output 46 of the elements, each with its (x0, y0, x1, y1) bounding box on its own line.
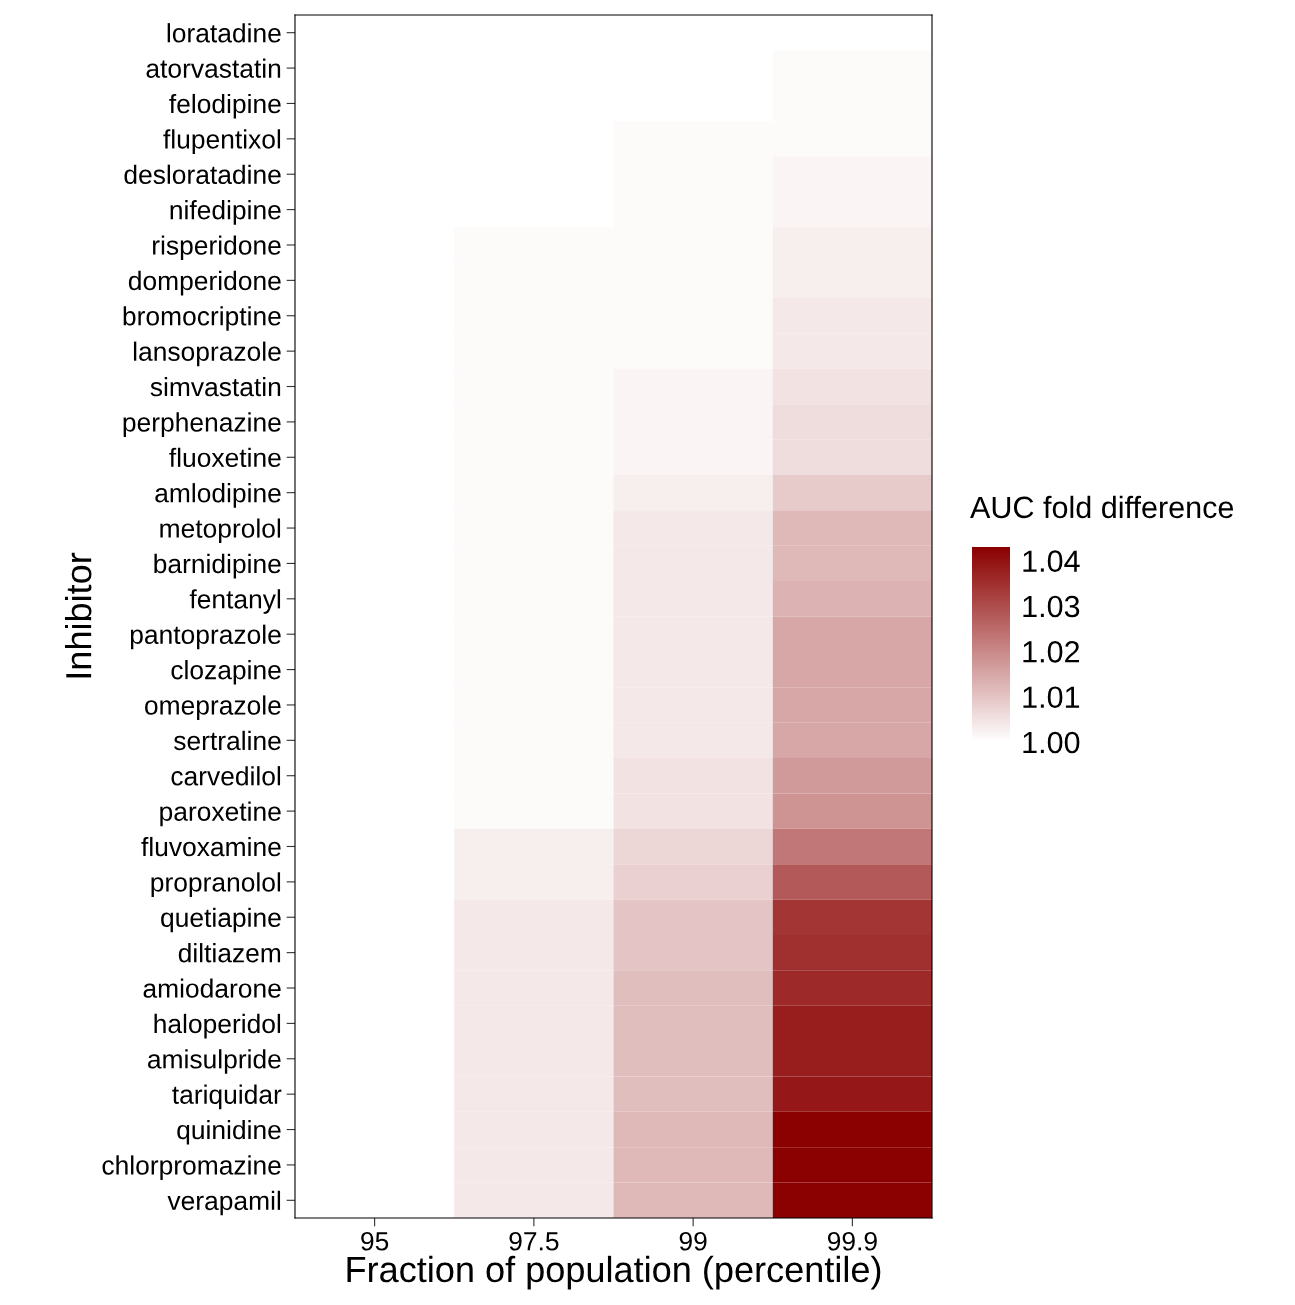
x-axis-title: Fraction of population (percentile) (347, 1255, 881, 1290)
y-tick-label: fentanyl (189, 589, 281, 614)
y-tick-label: propranolol (151, 872, 281, 897)
y-tick-label: haloperidol (154, 1013, 281, 1039)
y-tick-label: barnidipine (154, 553, 281, 579)
y-tick-label: diltiazem (178, 943, 281, 963)
y-tick-label: pantoprazole (130, 624, 281, 650)
x-tick-label: 97.5 (509, 1231, 559, 1251)
y-tick-label: fluvoxamine (141, 836, 281, 857)
color-bar-label: 1.00 (1023, 731, 1080, 754)
y-tick-label: tariquidar (172, 1084, 282, 1110)
y-tick-label: quinidine (177, 1119, 281, 1145)
y-tick-label: metoprolol (160, 518, 281, 544)
color-bar-label: 1.01 (1023, 686, 1080, 709)
y-tick-label: clozapine (171, 660, 281, 685)
y-tick-label: desloratadine (124, 164, 281, 185)
y-tick-label: domperidone (128, 270, 281, 296)
y-tick-label: flupentixol (163, 129, 281, 154)
x-tick-label: 99 (679, 1231, 707, 1251)
y-tick-label: lansoprazole (133, 341, 281, 367)
y-tick-label: carvedilol (171, 766, 281, 786)
y-tick-label: felodipine (169, 93, 281, 119)
y-tick-label: sertraline (174, 730, 281, 751)
y-tick-label: paroxetine (160, 801, 281, 827)
y-tick-label: nifedipine (170, 200, 281, 225)
y-tick-label: amiodarone (143, 978, 281, 998)
y-tick-label: fluoxetine (169, 447, 281, 468)
x-tick-label: 95 (361, 1231, 389, 1251)
y-tick-label: bromocriptine (123, 306, 281, 331)
x-tick-label: 99.9 (827, 1231, 877, 1251)
y-tick-label: simvastatin (150, 376, 281, 397)
y-axis-title: Inhibitor (64, 552, 92, 678)
y-tick-label: loratadine (167, 23, 281, 43)
color-bar-label: 1.03 (1023, 595, 1080, 618)
y-tick-label: perphenazine (123, 412, 281, 437)
y-tick-label: amlodipine (155, 483, 281, 508)
y-tick-label: risperidone (153, 235, 281, 261)
y-tick-label: chlorpromazine (102, 1155, 281, 1180)
color-bar-label: 1.04 (1023, 550, 1080, 572)
y-tick-label: amisulpride (148, 1049, 281, 1074)
y-tick-label: atorvastatin (146, 58, 281, 78)
color-bar-title: AUC fold difference (970, 495, 1234, 519)
color-bar-label: 1.02 (1023, 641, 1080, 663)
y-tick-label: omeprazole (145, 695, 281, 720)
y-tick-label: quetiapine (161, 907, 281, 933)
y-tick-label: verapamil (167, 1190, 281, 1216)
